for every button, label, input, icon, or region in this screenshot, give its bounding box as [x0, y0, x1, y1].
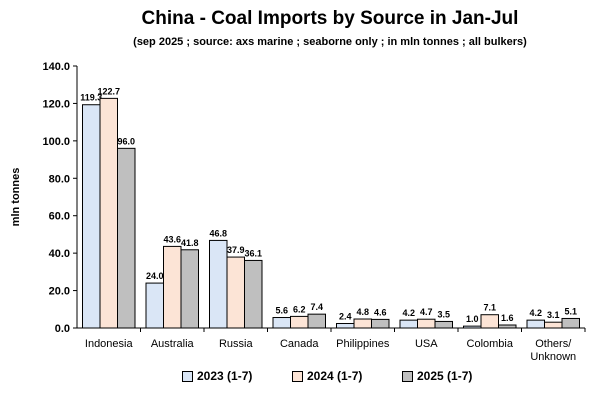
bar: [544, 321, 563, 329]
bar: [99, 97, 118, 329]
data-label: 4.6: [374, 307, 387, 317]
data-label: 36.1: [244, 248, 262, 258]
data-label: 24.0: [146, 271, 164, 281]
bar: [272, 317, 291, 329]
data-label: 7.1: [483, 303, 496, 313]
bar: [82, 104, 101, 329]
bar: [480, 314, 499, 329]
legend-item-2023: 2023 (1-7): [182, 369, 252, 383]
legend-item-2024: 2024 (1-7): [292, 369, 362, 383]
data-label: 5.6: [275, 306, 288, 316]
data-label: 4.7: [420, 307, 433, 317]
chart-title: China - Coal Imports by Source in Jan-Ju…: [141, 8, 519, 29]
legend-label-2025: 2025 (1-7): [417, 369, 473, 383]
legend: 2023 (1-7) 2024 (1-7) 2025 (1-7): [0, 369, 600, 387]
bar: [117, 147, 136, 329]
bar: [561, 317, 580, 329]
bar: [226, 256, 245, 329]
data-label: 41.8: [181, 238, 199, 248]
data-label: 1.0: [466, 314, 479, 324]
legend-label-2024: 2024 (1-7): [307, 369, 363, 383]
data-label: 37.9: [227, 245, 245, 255]
bar: [290, 315, 309, 329]
bar: [399, 319, 418, 329]
bar: [371, 318, 390, 329]
data-label: 6.2: [293, 304, 306, 314]
x-tick-label: Colombia: [467, 338, 514, 350]
legend-swatch-2023: [182, 370, 193, 382]
bar: [180, 249, 199, 329]
data-label: 3.1: [547, 310, 560, 320]
bar: [353, 318, 372, 329]
data-label: 119.3: [80, 93, 102, 103]
data-label: 7.4: [310, 302, 323, 312]
data-label: 122.7: [97, 86, 120, 96]
y-tick-label: 40.0: [49, 248, 70, 260]
y-tick-label: 100.0: [42, 136, 70, 148]
bar: [417, 318, 436, 329]
data-label: 5.1: [564, 306, 577, 316]
chart-subtitle: (sep 2025 ; source: axs marine ; seaborn…: [133, 36, 527, 48]
x-tick-label: Others/: [535, 338, 572, 350]
x-tick-label: Canada: [280, 338, 319, 350]
bar: [498, 324, 517, 329]
data-label: 3.5: [437, 309, 450, 319]
bar: [463, 325, 482, 329]
legend-swatch-2025: [402, 370, 413, 382]
bar: [163, 245, 182, 329]
bar: [145, 282, 164, 329]
data-label: 4.2: [402, 308, 415, 318]
data-label: 96.0: [117, 136, 135, 146]
bar: [209, 239, 228, 329]
y-tick-label: 80.0: [49, 173, 70, 185]
x-tick-label: USA: [415, 338, 438, 350]
y-tick-label: 140.0: [42, 61, 70, 73]
y-tick-label: 0.0: [55, 323, 70, 335]
bar: [336, 323, 355, 329]
y-tick-label: 120.0: [42, 98, 70, 110]
bar: [244, 259, 263, 329]
x-tick-label: Philippines: [336, 338, 390, 350]
data-label: 1.6: [501, 313, 514, 323]
x-tick-label: Russia: [219, 338, 254, 350]
bar: [307, 313, 326, 329]
legend-item-2025: 2025 (1-7): [402, 369, 472, 383]
data-label: 46.8: [209, 228, 227, 238]
legend-swatch-2024: [292, 370, 303, 382]
y-tick-label: 20.0: [49, 286, 70, 298]
bar: [526, 319, 545, 329]
legend-label-2023: 2023 (1-7): [197, 369, 253, 383]
x-tick-label: Australia: [151, 338, 195, 350]
data-label: 4.8: [356, 307, 369, 317]
bar: [434, 320, 453, 329]
data-label: 43.6: [163, 234, 181, 244]
data-label: 2.4: [339, 312, 352, 322]
y-tick-label: 60.0: [49, 211, 70, 223]
x-tick-label: Indonesia: [85, 338, 134, 350]
x-tick-label: Unknown: [530, 351, 576, 363]
y-axis-title: mln tonnes: [10, 168, 22, 227]
data-label: 4.2: [529, 308, 542, 318]
